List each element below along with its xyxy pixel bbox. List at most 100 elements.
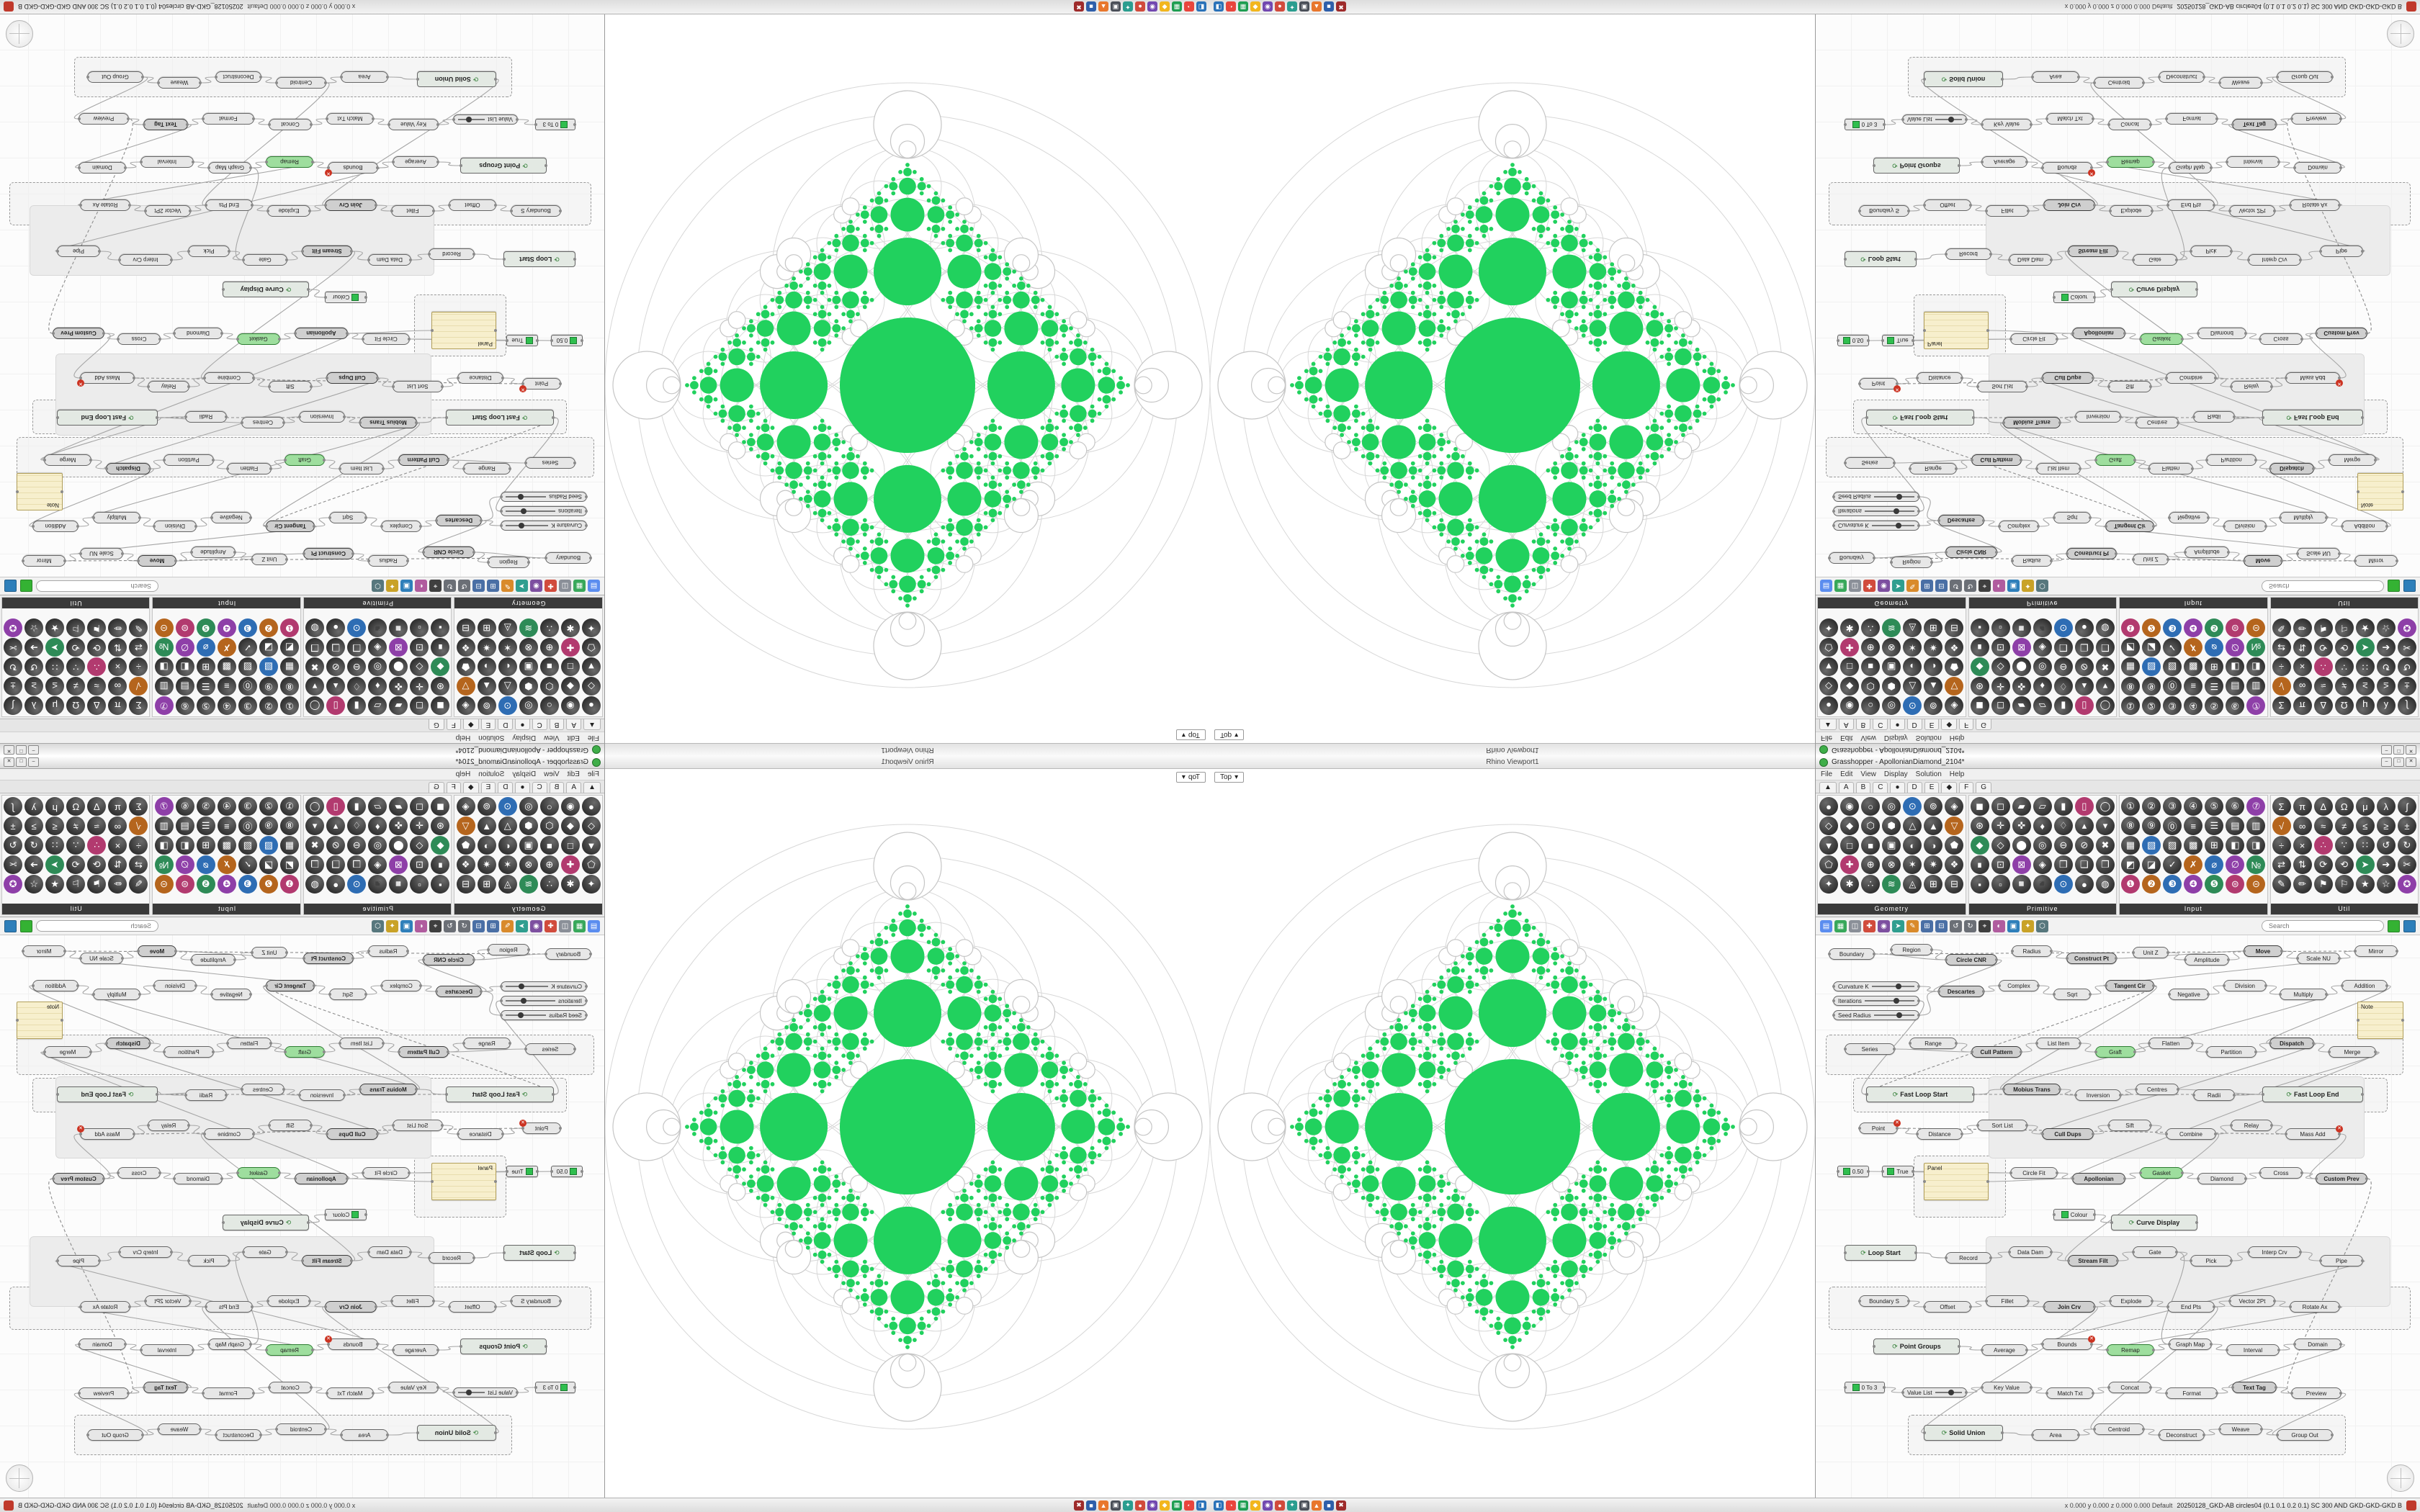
component-icon[interactable]: ⊡ xyxy=(1991,638,2010,657)
gh-node[interactable]: Boundary xyxy=(545,948,591,960)
component-icon[interactable]: ✛ xyxy=(1991,677,2010,696)
component-icon[interactable]: ⬤ xyxy=(389,836,408,855)
gh-node[interactable]: Pick xyxy=(2190,246,2232,257)
component-icon[interactable]: ✂ xyxy=(2397,638,2416,657)
toolbar-icon[interactable]: ⊟ xyxy=(472,919,485,932)
component-icon[interactable]: ☰ xyxy=(196,816,215,835)
component-icon[interactable]: ✜ xyxy=(2012,677,2031,696)
window-button[interactable]: – xyxy=(2381,757,2392,767)
toolbar-icon[interactable]: ◐ xyxy=(1993,580,2005,593)
toolbar-icon[interactable]: ▤ xyxy=(588,580,600,593)
gh-node[interactable]: ⟳ Point Groups xyxy=(460,158,547,174)
gh-node[interactable]: Relay xyxy=(2230,1120,2273,1131)
gh-node[interactable]: Group Out xyxy=(87,1429,143,1441)
gh-node[interactable]: Panel xyxy=(431,312,496,349)
gh-node[interactable]: Multiply xyxy=(2279,989,2328,1000)
component-icon[interactable]: ✷ xyxy=(477,855,496,874)
component-icon[interactable]: ↻ xyxy=(4,657,23,676)
component-icon[interactable]: ◍ xyxy=(2095,618,2115,637)
gh-node[interactable]: Division xyxy=(153,521,197,532)
component-icon[interactable]: ⇅ xyxy=(108,855,127,874)
gh-node[interactable]: Flatten xyxy=(2148,1038,2194,1049)
toolbar-icon[interactable]: ✎ xyxy=(1906,919,1919,932)
component-icon[interactable]: ⊖ xyxy=(2053,657,2073,676)
preview-toggle-green[interactable] xyxy=(20,919,32,932)
component-icon[interactable]: ⇅ xyxy=(2293,638,2312,657)
gh-node[interactable]: ⟳ Fast Loop End xyxy=(57,1086,158,1102)
ribbon-tab[interactable]: F xyxy=(1959,719,1974,730)
gh-node[interactable]: Partition xyxy=(163,1046,214,1058)
taskbar-icon-docs[interactable]: ■ xyxy=(1324,1,1334,12)
component-icon[interactable]: ⓪ xyxy=(2163,816,2182,835)
gh-node[interactable]: List Item xyxy=(339,1038,384,1049)
component-icon[interactable]: ◬ xyxy=(1903,618,1922,637)
component-icon[interactable]: ❒ xyxy=(2053,638,2073,657)
gh-node[interactable]: Cull Pattern xyxy=(1971,1046,2022,1058)
gh-node[interactable]: Note xyxy=(2357,1002,2404,1039)
gh-node[interactable]: List Item xyxy=(2036,463,2081,474)
component-icon[interactable]: ✏ xyxy=(2293,875,2312,894)
component-icon[interactable]: ⊟ xyxy=(456,875,475,894)
toolbar-icon[interactable]: ⌖ xyxy=(1978,919,1991,932)
gh-node[interactable]: Radius xyxy=(368,945,408,957)
component-icon[interactable]: ❖ xyxy=(1945,638,1964,657)
component-icon[interactable]: ⊝ xyxy=(154,875,174,894)
gh-node[interactable]: Diamond xyxy=(2197,1173,2247,1184)
gh-node[interactable]: Custom Prev xyxy=(53,1173,104,1184)
component-icon[interactable]: ➤ xyxy=(45,855,65,874)
component-icon[interactable]: ✚ xyxy=(1840,638,1860,657)
component-icon[interactable]: λ xyxy=(2376,797,2396,816)
gh-node[interactable]: Note xyxy=(17,473,63,510)
gh-node[interactable]: Remap xyxy=(2106,1344,2155,1356)
gh-node[interactable]: Centroid xyxy=(276,1423,326,1435)
gh-node[interactable]: True xyxy=(1882,335,1914,346)
component-icon[interactable]: ▣ xyxy=(519,657,538,676)
component-icon[interactable]: ● xyxy=(581,797,601,816)
taskbar-icon-files[interactable]: ◆ xyxy=(1250,1,1260,12)
taskbar-icon-media[interactable]: ● xyxy=(1275,1,1285,12)
gh-node[interactable]: Cull Dups xyxy=(326,1128,378,1140)
ribbon-tab[interactable]: F xyxy=(446,782,461,793)
gh-node[interactable]: Mass Add ✕ xyxy=(2285,372,2343,387)
gh-node[interactable]: Cross xyxy=(117,1167,161,1179)
component-icon[interactable]: ⊠ xyxy=(389,638,408,657)
gh-node[interactable]: Match Txt xyxy=(326,1387,374,1399)
component-icon[interactable]: ❹ xyxy=(2184,618,2203,637)
component-icon[interactable]: ⑧ xyxy=(2121,677,2141,696)
component-icon[interactable]: ∴ xyxy=(87,836,107,855)
window-button[interactable]: ✕ xyxy=(2406,745,2416,755)
component-icon[interactable]: ❺ xyxy=(2205,618,2224,637)
gh-node[interactable]: ⟳ Solid Union xyxy=(1924,71,2003,87)
component-icon[interactable]: ⑧ xyxy=(279,816,299,835)
gh-node[interactable]: Scale NU xyxy=(2296,953,2341,964)
toolbar-icon[interactable]: ➤ xyxy=(516,580,528,593)
ribbon-tab[interactable]: ◆ xyxy=(1941,782,1958,793)
gh-node[interactable]: Concat xyxy=(269,1382,312,1393)
toolbar-icon[interactable]: ▦ xyxy=(1834,580,1847,593)
component-icon[interactable]: ◪ xyxy=(259,638,278,657)
taskbar-icon-terminal[interactable]: ▣ xyxy=(1299,1,1309,12)
gh-node[interactable]: Cross xyxy=(117,333,161,345)
rhino-viewport-canvas[interactable] xyxy=(1210,14,1815,744)
gh-node[interactable]: Iterations xyxy=(1832,996,1920,1006)
gh-node[interactable]: True xyxy=(1881,1166,1914,1177)
component-icon[interactable]: ◆ xyxy=(1970,657,1989,676)
component-icon[interactable]: ⊠ xyxy=(2012,638,2031,657)
component-icon[interactable]: ◩ xyxy=(279,855,299,874)
gh-node[interactable]: ⟳ Curve Display xyxy=(223,1215,309,1230)
component-icon[interactable]: λ xyxy=(24,696,44,715)
toolbar-icon[interactable]: ▤ xyxy=(1820,580,1832,593)
gh-node[interactable]: True xyxy=(506,335,538,346)
gh-node[interactable]: Construct Pt xyxy=(2066,548,2117,559)
gh-node[interactable]: Interp Crv xyxy=(2248,254,2301,266)
component-icon[interactable]: ⊕ xyxy=(1861,855,1881,874)
component-icon[interactable]: ◇ xyxy=(1819,677,1839,696)
window-button[interactable]: ✕ xyxy=(2406,757,2416,767)
component-icon[interactable]: μ xyxy=(2355,797,2375,816)
gh-canvas[interactable]: Boundary Region Circle CNR Radius Construct … xyxy=(0,14,604,577)
component-icon[interactable]: ▴ xyxy=(326,677,346,696)
component-icon[interactable]: Δ xyxy=(2313,797,2333,816)
component-icon[interactable]: ⊟ xyxy=(456,618,475,637)
component-icon[interactable]: ⊝ xyxy=(154,618,174,637)
gh-node[interactable]: Sqrt xyxy=(2053,512,2091,523)
